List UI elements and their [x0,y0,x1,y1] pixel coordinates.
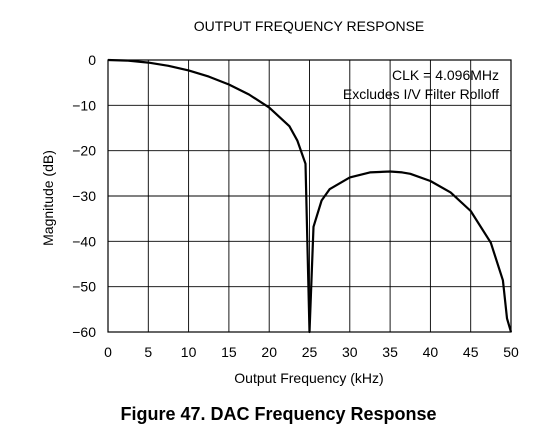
y-tick-label: −30 [72,188,96,204]
y-tick-label: −20 [72,143,96,159]
figure-caption: Figure 47. DAC Frequency Response [120,404,437,424]
x-tick-label: 20 [261,344,277,360]
frequency-response-chart: OUTPUT FREQUENCY RESPONSE 0 5 10 15 20 25 30 35… [40,18,519,386]
y-tick-label: −50 [72,279,96,295]
x-tick-label: 10 [181,344,197,360]
x-tick-label: 45 [463,344,479,360]
y-tick-label: −60 [72,324,96,340]
chart-title: OUTPUT FREQUENCY RESPONSE [194,18,425,34]
magnitude-response-line [107,58,513,334]
x-axis-title: Output Frequency (kHz) [234,370,383,386]
x-axis-tick-labels: 0 5 10 15 20 25 30 35 40 45 50 [104,344,519,360]
filter-note-annotation: Excludes I/V Filter Rolloff [343,86,499,102]
clock-annotation: CLK = 4.096MHz [392,67,499,83]
y-tick-label: −10 [72,97,96,113]
x-tick-label: 50 [503,344,519,360]
y-tick-label: 0 [88,52,96,68]
x-tick-label: 35 [382,344,398,360]
y-axis-title: Magnitude (dB) [40,150,56,246]
x-tick-label: 30 [342,344,358,360]
x-tick-label: 15 [221,344,237,360]
y-axis-tick-labels: 0 −10 −20 −30 −40 −50 −60 [72,52,96,340]
x-tick-label: 5 [144,344,152,360]
x-tick-label: 25 [302,344,318,360]
x-tick-label: 0 [104,344,112,360]
x-tick-label: 40 [423,344,439,360]
y-tick-label: −40 [72,233,96,249]
